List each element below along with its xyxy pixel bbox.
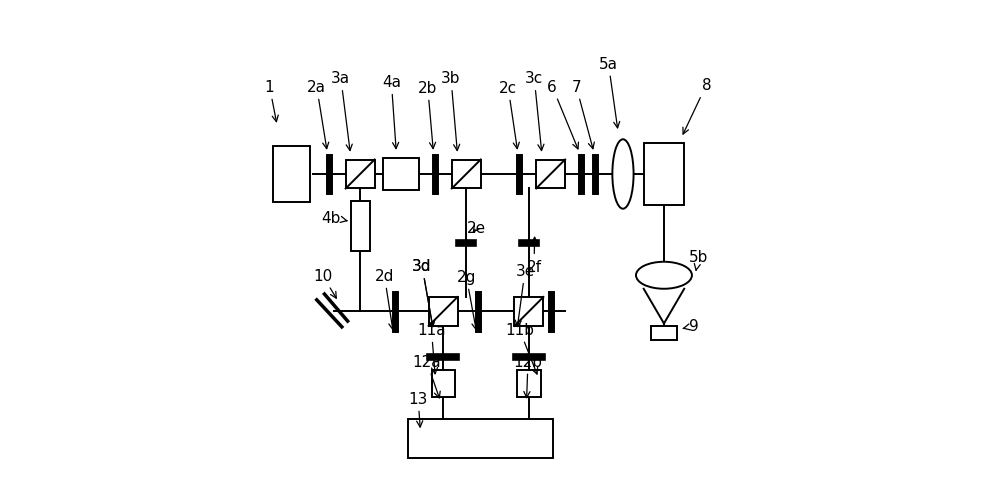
- Text: 10: 10: [313, 268, 336, 299]
- Text: 13: 13: [408, 391, 428, 427]
- Text: 7: 7: [571, 79, 594, 150]
- Bar: [346, 160, 375, 189]
- Bar: [383, 158, 419, 191]
- Text: 11a: 11a: [417, 322, 446, 374]
- Text: 2f: 2f: [527, 238, 542, 274]
- Text: 6: 6: [547, 79, 578, 150]
- Bar: [432, 371, 455, 397]
- Text: 11b: 11b: [505, 322, 538, 374]
- Text: 12b: 12b: [514, 354, 543, 398]
- Bar: [651, 326, 677, 341]
- Text: 9: 9: [683, 319, 699, 333]
- Text: 3b: 3b: [441, 71, 461, 151]
- Text: 2c: 2c: [499, 80, 519, 150]
- Text: 3d: 3d: [412, 258, 435, 327]
- Text: 4b: 4b: [322, 211, 347, 226]
- Bar: [514, 297, 543, 326]
- Bar: [644, 143, 684, 206]
- Text: 1: 1: [265, 79, 278, 122]
- Text: 2a: 2a: [307, 79, 329, 150]
- Bar: [351, 201, 370, 252]
- Text: 5a: 5a: [599, 57, 620, 129]
- Ellipse shape: [636, 262, 692, 289]
- Text: 5b: 5b: [689, 250, 708, 271]
- Bar: [536, 160, 565, 189]
- Text: 12a: 12a: [412, 354, 441, 398]
- Text: 2b: 2b: [418, 80, 437, 149]
- Text: 2d: 2d: [375, 268, 395, 330]
- Bar: [408, 419, 553, 458]
- Text: 8: 8: [683, 78, 711, 135]
- Text: 2e: 2e: [467, 220, 486, 235]
- Text: 2g: 2g: [457, 269, 478, 330]
- Bar: [429, 297, 458, 326]
- Bar: [273, 146, 310, 203]
- Text: 3e: 3e: [515, 263, 535, 327]
- Ellipse shape: [612, 140, 634, 209]
- Text: 4a: 4a: [382, 75, 401, 149]
- Text: 3d: 3d: [412, 258, 435, 327]
- Text: 3a: 3a: [331, 71, 352, 151]
- Text: 3c: 3c: [525, 71, 544, 151]
- Bar: [452, 160, 481, 189]
- Bar: [517, 371, 541, 397]
